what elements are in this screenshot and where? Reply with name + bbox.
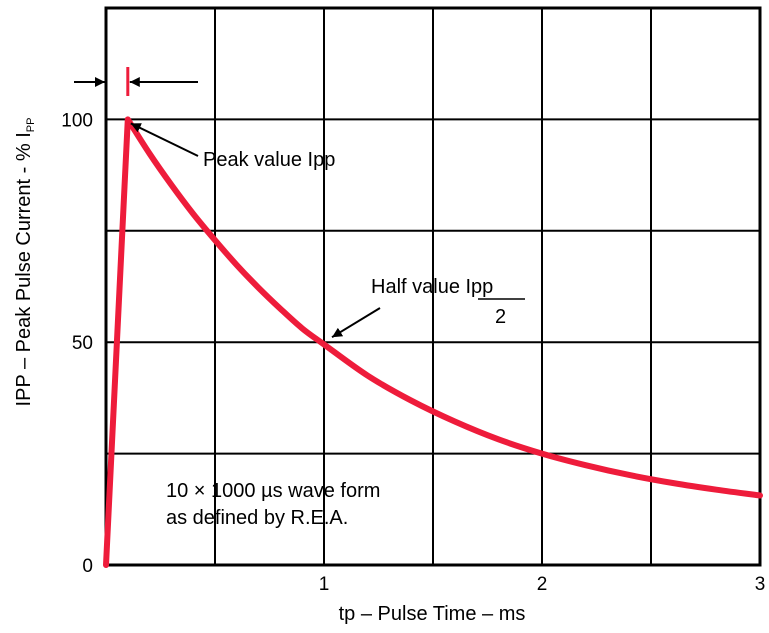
peak-annotation-arrow bbox=[130, 122, 199, 157]
series-layer bbox=[103, 116, 763, 568]
half-annotation: Half value Ipp bbox=[371, 276, 493, 298]
x-tick-label-2: 1 bbox=[319, 574, 330, 595]
x-axis-label: tp – Pulse Time – ms bbox=[339, 603, 526, 625]
y-axis-label-subscript: PP bbox=[25, 118, 37, 133]
waveform-note-line2: as defined by R.E.A. bbox=[166, 507, 348, 529]
peak-annotation: Peak value Ipp bbox=[203, 149, 335, 171]
waveform-note-line1: 10 × 1000 µs wave form bbox=[166, 480, 380, 502]
y-tick-label-4: 100 bbox=[61, 110, 93, 131]
y-tick-labels: 0 50 100 bbox=[61, 110, 93, 577]
series-line-0 bbox=[103, 116, 763, 568]
half-annotation-arrow bbox=[331, 307, 381, 339]
plot-frame bbox=[104, 6, 762, 567]
x-tick-label-4: 2 bbox=[537, 574, 548, 595]
rise-time-marker bbox=[74, 67, 198, 96]
x-tick-label-6: 3 bbox=[755, 574, 766, 595]
y-axis-label-main: IPP – Peak Pulse Current - % I bbox=[13, 132, 35, 406]
y-tick-label-0: 0 bbox=[82, 556, 93, 577]
half-annotation-denominator: 2 bbox=[495, 306, 506, 328]
x-tick-labels: 1 2 3 bbox=[319, 574, 766, 595]
grid bbox=[106, 8, 760, 565]
y-tick-label-2: 50 bbox=[72, 333, 93, 354]
y-axis-label: IPP – Peak Pulse Current - % IPP bbox=[13, 118, 37, 407]
